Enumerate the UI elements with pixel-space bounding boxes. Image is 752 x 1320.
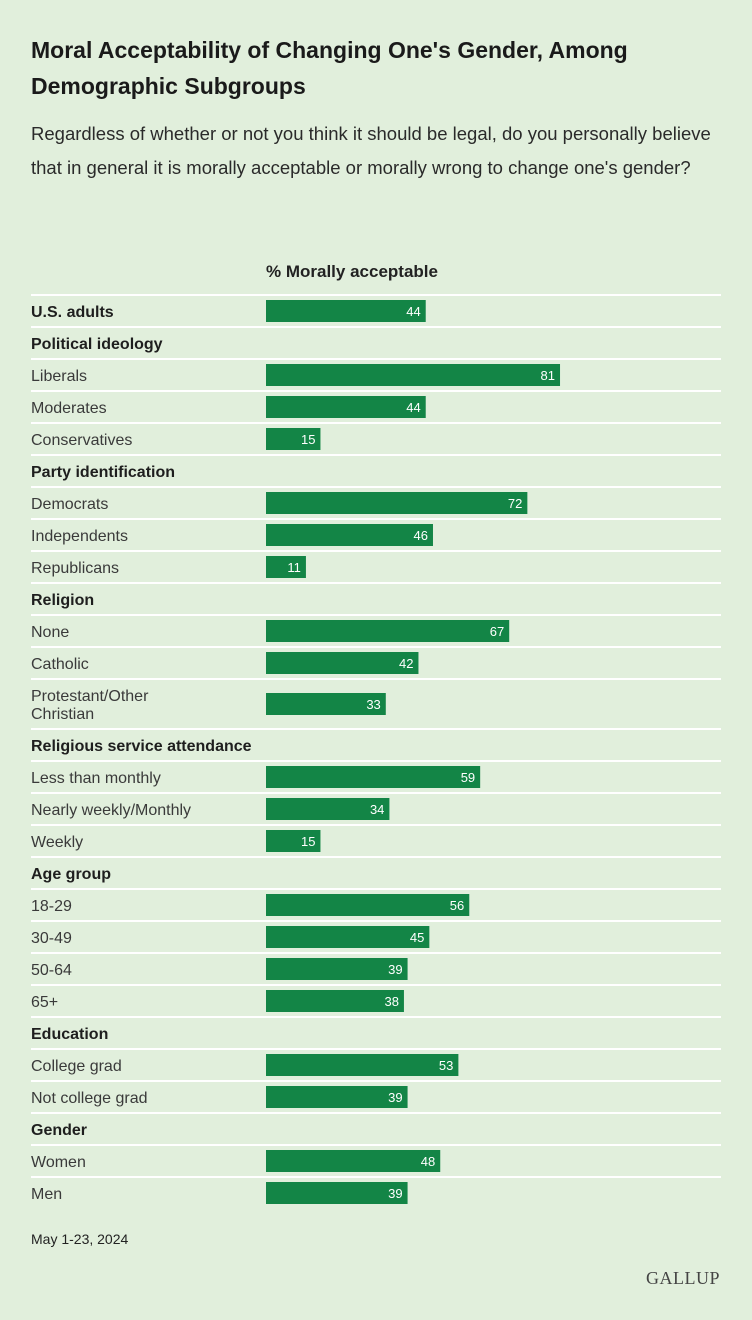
bar-value-label: 38 (384, 994, 398, 1009)
row-label: Conservatives (31, 432, 132, 449)
bar (266, 766, 481, 788)
row-label: 50-64 (31, 962, 72, 979)
group-heading: Religion (31, 592, 94, 609)
bar (266, 1054, 459, 1076)
row-label: Weekly (31, 834, 83, 851)
bar-value-label: 42 (399, 656, 413, 671)
row-label: U.S. adults (31, 304, 114, 321)
group-heading: Age group (31, 866, 111, 883)
bar-value-label: 39 (388, 1186, 402, 1201)
bar (266, 396, 426, 418)
bar (266, 556, 306, 578)
row-label: Less than monthly (31, 770, 161, 787)
bar (266, 652, 419, 674)
row-label: Moderates (31, 400, 107, 417)
bar-value-label: 15 (301, 432, 315, 447)
row-label: None (31, 624, 69, 641)
bar (266, 428, 321, 450)
bar-chart: U.S. adults 44 Political ideology Liberals 8… (31, 294, 721, 1204)
chart-title: Moral Acceptability of Changing One's Ge… (31, 37, 628, 99)
bar (266, 300, 426, 322)
bar (266, 894, 470, 916)
bar-value-label: 48 (421, 1154, 435, 1169)
row-label: Men (31, 1186, 62, 1203)
bar-value-label: 81 (541, 368, 555, 383)
bar-value-label: 56 (450, 898, 464, 913)
row-label: Democrats (31, 496, 108, 513)
bar (266, 958, 408, 980)
chart-subtitle: Regardless of whether or not you think i… (31, 123, 711, 178)
row-label: Not college grad (31, 1090, 148, 1107)
bar-value-label: 46 (414, 528, 428, 543)
row-label: Nearly weekly/Monthly (31, 802, 191, 819)
row-label: 65+ (31, 994, 58, 1011)
bar (266, 492, 528, 514)
bar (266, 926, 430, 948)
bar (266, 364, 561, 386)
group-heading: Religious service attendance (31, 738, 252, 755)
group-heading: Gender (31, 1122, 87, 1139)
bar-value-label: 59 (461, 770, 475, 785)
bar-value-label: 45 (410, 930, 424, 945)
row-label: College grad (31, 1058, 122, 1075)
row-label: Protestant/Other Christian (31, 688, 149, 723)
group-heading: Party identification (31, 464, 175, 481)
bar (266, 524, 433, 546)
row-label: 18-29 (31, 898, 72, 915)
bar-value-label: 53 (439, 1058, 453, 1073)
bar-value-label: 44 (406, 400, 420, 415)
gallup-logo: GALLUP (646, 1268, 720, 1288)
bar (266, 620, 510, 642)
group-heading: Political ideology (31, 336, 163, 353)
row-label: Catholic (31, 656, 89, 673)
bar-value-label: 67 (490, 624, 504, 639)
bar (266, 1086, 408, 1108)
bar (266, 1150, 441, 1172)
row-label: Women (31, 1154, 86, 1171)
bar (266, 830, 321, 852)
bar-value-label: 72 (508, 496, 522, 511)
survey-date: May 1-23, 2024 (31, 1231, 129, 1247)
bar (266, 1182, 408, 1204)
row-label: 30-49 (31, 930, 72, 947)
row-label: Independents (31, 528, 128, 545)
bar-value-label: 11 (287, 560, 301, 575)
bar-value-label: 33 (366, 697, 380, 712)
group-heading: Education (31, 1026, 108, 1043)
bar-value-label: 34 (370, 802, 384, 817)
series-header: % Morally acceptable (266, 262, 438, 281)
bar-value-label: 39 (388, 962, 402, 977)
bar-value-label: 15 (301, 834, 315, 849)
row-label: Republicans (31, 560, 119, 577)
bar (266, 798, 390, 820)
row-label: Liberals (31, 368, 87, 385)
bar-value-label: 44 (406, 304, 420, 319)
bar (266, 693, 386, 715)
bar-value-label: 39 (388, 1090, 402, 1105)
bar (266, 990, 404, 1012)
